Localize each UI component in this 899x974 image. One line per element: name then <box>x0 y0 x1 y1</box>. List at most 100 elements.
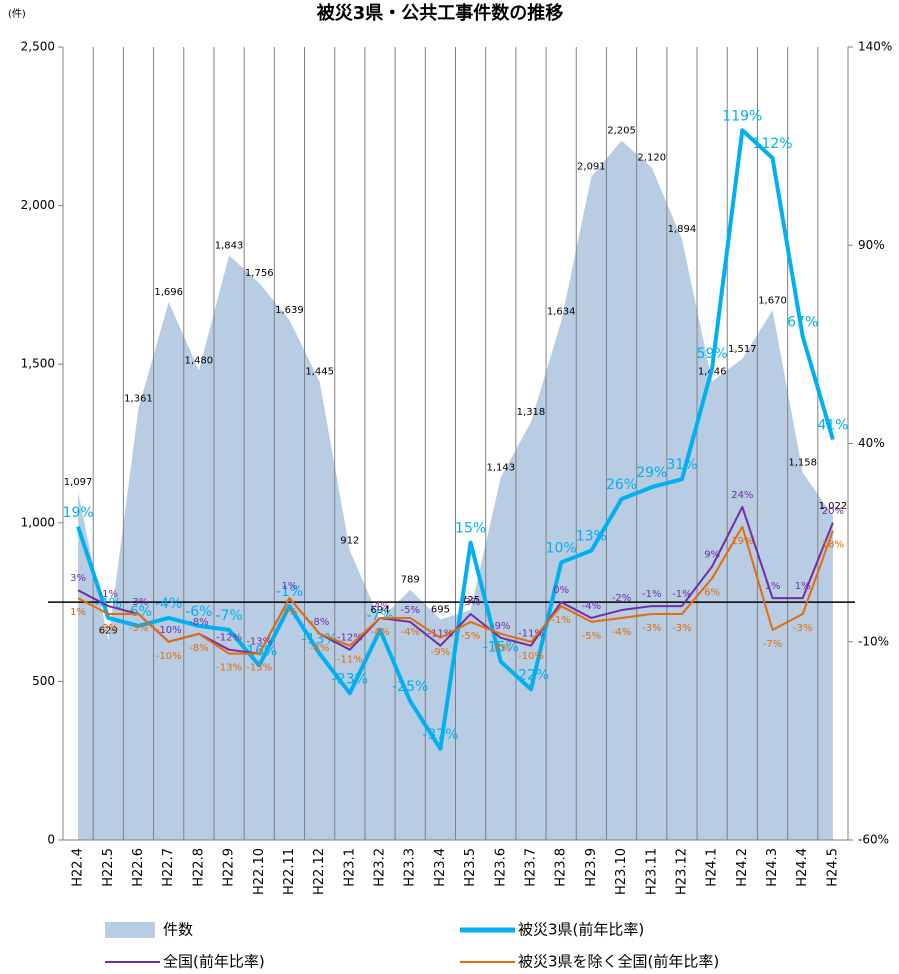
data-label: -11% <box>427 629 453 640</box>
data-label: 1,480 <box>185 356 214 367</box>
data-label: -3% <box>129 623 148 634</box>
data-label: 1,894 <box>668 224 697 235</box>
data-label: 1,639 <box>275 305 304 316</box>
x-tick-label: H23.11 <box>644 848 659 895</box>
x-tick-label: H23.8 <box>554 848 569 887</box>
data-label: 1,143 <box>486 462 515 473</box>
data-label: -4% <box>612 627 631 638</box>
x-tick-label: H23.7 <box>523 848 538 887</box>
data-label: 1,158 <box>788 458 817 469</box>
data-label: 1,445 <box>305 367 334 378</box>
area <box>78 140 833 841</box>
data-label: 1,670 <box>758 295 787 306</box>
data-label: 6% <box>704 587 720 598</box>
data-label: -1% <box>99 589 118 600</box>
data-label: 789 <box>401 575 420 586</box>
x-tick-label: H23.9 <box>584 848 599 887</box>
data-label: -8% <box>189 643 208 654</box>
data-label: -3% <box>642 623 661 634</box>
data-label: -13% <box>246 637 272 648</box>
data-label: 29% <box>636 465 667 481</box>
y-tick-label: 500 <box>32 674 55 688</box>
x-tick-label: H24.5 <box>825 848 840 887</box>
x-tick-label: H23.2 <box>373 848 388 887</box>
data-label: -8% <box>491 643 510 654</box>
data-label: -7% <box>763 639 782 650</box>
legend-label: 被災3県を除く全国(前年比率) <box>518 953 719 971</box>
data-label: -1% <box>672 589 691 600</box>
y-tick-label: 2,500 <box>21 40 55 54</box>
x-tick-label: H22.6 <box>131 848 146 887</box>
data-label: 59% <box>697 346 728 362</box>
data-label: 3% <box>70 573 86 584</box>
data-label: -2% <box>612 593 631 604</box>
data-label: 1% <box>70 607 86 618</box>
x-tick-label: H22.8 <box>191 848 206 887</box>
x-tick-label: H22.7 <box>161 848 176 887</box>
data-label: -8% <box>189 617 208 628</box>
data-label: 0% <box>553 585 569 596</box>
y2-tick-label: 140% <box>858 40 892 54</box>
data-label: 112% <box>753 136 793 152</box>
data-label: -1% <box>551 615 570 626</box>
data-label: 629 <box>99 625 118 636</box>
data-label: -13% <box>246 663 272 674</box>
y2-tick-label: -60% <box>858 833 889 847</box>
data-label: -37% <box>422 727 458 743</box>
data-label: -9% <box>491 621 510 632</box>
x-tick-label: H22.9 <box>222 848 237 887</box>
data-label: 119% <box>722 108 762 124</box>
data-label: 15% <box>455 521 486 537</box>
data-label: -11% <box>518 629 544 640</box>
data-label: -4% <box>370 601 389 612</box>
y2-tick-label: 40% <box>858 436 885 450</box>
x-tick-label: H22.4 <box>71 848 86 887</box>
data-label: 1,756 <box>245 268 274 279</box>
data-label: 19% <box>731 536 753 547</box>
data-label: 18% <box>822 540 844 551</box>
data-label: -5% <box>400 605 419 616</box>
data-label: -8% <box>310 643 329 654</box>
data-label: -13% <box>302 632 338 648</box>
data-label: 1,517 <box>728 344 757 355</box>
data-label: 694 <box>370 605 389 616</box>
line <box>76 128 835 751</box>
data-label: -4% <box>582 601 601 612</box>
x-tick-label: H24.1 <box>705 848 720 887</box>
x-tick-label: H23.1 <box>342 848 357 887</box>
data-label: 912 <box>340 536 359 547</box>
data-label: 1% <box>765 581 781 592</box>
data-label: 1% <box>282 607 298 618</box>
data-label: 1% <box>282 581 298 592</box>
y2-tick-label: -10% <box>858 634 889 648</box>
data-label: 1,843 <box>215 240 244 251</box>
data-label: 31% <box>666 457 697 473</box>
data-label: 2,120 <box>637 153 666 164</box>
data-label: -10% <box>518 651 544 662</box>
data-label: -4% <box>155 596 182 612</box>
data-label: -6% <box>125 604 152 620</box>
x-tick-label: H22.12 <box>312 848 327 895</box>
data-label: 1,696 <box>154 287 183 298</box>
x-tick-label: H23.5 <box>463 848 478 887</box>
data-label: -1% <box>276 584 303 600</box>
y-tick-label: 1,500 <box>21 357 55 371</box>
y-tick-label: 2,000 <box>21 198 55 212</box>
x-tick-label: H23.4 <box>433 848 448 887</box>
data-label: 2,205 <box>607 126 636 137</box>
unit-label: (件) <box>8 8 26 20</box>
x-tick-label: H23.3 <box>403 848 418 887</box>
data-label: -16% <box>241 644 277 660</box>
legend-label: 全国(前年比率) <box>163 953 265 971</box>
data-label: 1,361 <box>124 393 153 404</box>
data-label: -7% <box>215 608 242 624</box>
x-tick-label: H23.12 <box>674 848 689 895</box>
x-tick-label: H24.2 <box>735 848 750 887</box>
y-tick-label: 0 <box>47 833 55 847</box>
data-label: 1% <box>795 581 811 592</box>
data-label: -3% <box>129 597 148 608</box>
legend-swatch <box>105 922 155 938</box>
x-tick-label: H23.10 <box>614 848 629 895</box>
data-label: 725 <box>461 595 480 606</box>
data-label: -10% <box>156 625 182 636</box>
